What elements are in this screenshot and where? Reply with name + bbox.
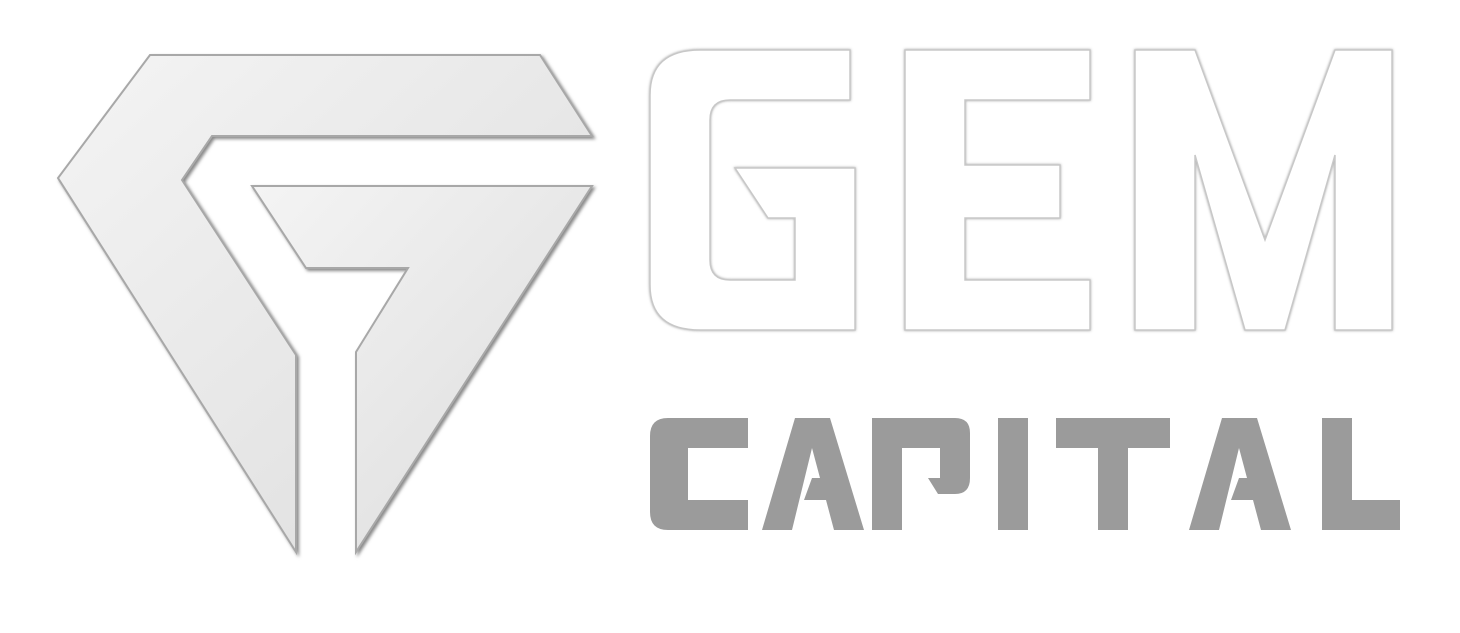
letter-a2-shape — [1189, 418, 1291, 530]
gem-wordmark — [649, 49, 1393, 331]
letter-l-shape — [1322, 418, 1400, 530]
letter-p-shape — [872, 418, 970, 530]
letter-i-shape — [998, 418, 1028, 530]
letter-a-shape — [762, 418, 864, 530]
letter-e-shape — [904, 49, 1091, 331]
capital-wordmark — [650, 418, 1400, 530]
letter-g-shape — [649, 49, 856, 331]
letter-c-shape — [650, 418, 748, 530]
letter-t-shape — [1056, 418, 1170, 530]
gem-g-diamond-icon — [56, 54, 594, 556]
letter-m-shape — [1134, 49, 1393, 331]
